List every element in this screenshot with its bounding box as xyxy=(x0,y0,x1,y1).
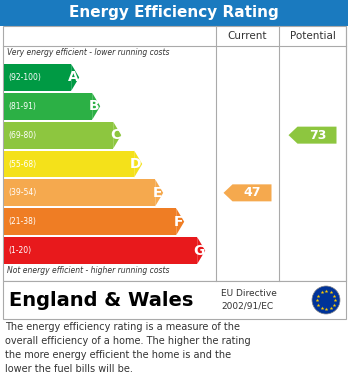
Text: England & Wales: England & Wales xyxy=(9,291,193,310)
Text: (69-80): (69-80) xyxy=(8,131,36,140)
Circle shape xyxy=(312,286,340,314)
Text: Not energy efficient - higher running costs: Not energy efficient - higher running co… xyxy=(7,266,169,275)
Text: 47: 47 xyxy=(244,187,261,199)
Bar xyxy=(4,151,134,178)
Bar xyxy=(4,64,71,91)
Text: (81-91): (81-91) xyxy=(8,102,36,111)
Text: Very energy efficient - lower running costs: Very energy efficient - lower running co… xyxy=(7,48,169,57)
Polygon shape xyxy=(155,179,163,206)
Bar xyxy=(0,0,348,26)
Text: (39-54): (39-54) xyxy=(8,188,36,197)
Bar xyxy=(4,237,197,264)
Text: C: C xyxy=(110,128,120,142)
Text: E: E xyxy=(153,186,162,200)
Bar xyxy=(3,26,346,281)
Text: Potential: Potential xyxy=(290,31,335,41)
Text: (55-68): (55-68) xyxy=(8,160,36,169)
Bar xyxy=(4,208,176,235)
Bar xyxy=(3,281,346,319)
Text: (1-20): (1-20) xyxy=(8,246,31,255)
Text: G: G xyxy=(193,244,204,258)
Text: Energy Efficiency Rating: Energy Efficiency Rating xyxy=(69,5,279,20)
Text: F: F xyxy=(174,215,183,229)
Polygon shape xyxy=(92,93,100,120)
Text: EU Directive
2002/91/EC: EU Directive 2002/91/EC xyxy=(221,289,277,311)
Bar xyxy=(4,122,113,149)
Polygon shape xyxy=(288,127,337,143)
Polygon shape xyxy=(197,237,205,264)
Text: The energy efficiency rating is a measure of the
overall efficiency of a home. T: The energy efficiency rating is a measur… xyxy=(5,322,251,374)
Text: Current: Current xyxy=(228,31,267,41)
Polygon shape xyxy=(134,151,142,178)
Text: B: B xyxy=(89,99,99,113)
Polygon shape xyxy=(223,185,271,201)
Polygon shape xyxy=(71,64,79,91)
Text: A: A xyxy=(68,70,78,84)
Text: (92-100): (92-100) xyxy=(8,73,41,82)
Bar xyxy=(4,93,92,120)
Text: (21-38): (21-38) xyxy=(8,217,36,226)
Text: 73: 73 xyxy=(309,129,326,142)
Text: D: D xyxy=(130,157,141,171)
Polygon shape xyxy=(113,122,121,149)
Polygon shape xyxy=(176,208,184,235)
Bar xyxy=(4,179,155,206)
